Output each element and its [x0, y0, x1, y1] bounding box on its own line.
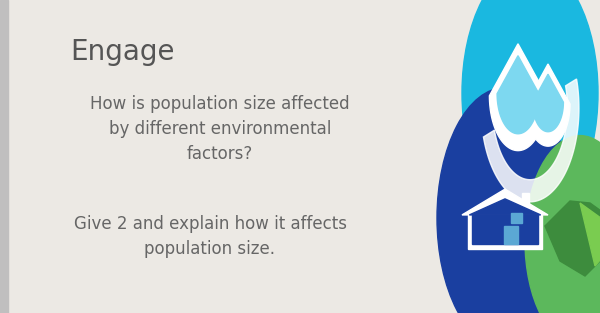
Ellipse shape	[437, 88, 573, 313]
Polygon shape	[472, 215, 538, 244]
Ellipse shape	[462, 0, 598, 223]
Ellipse shape	[525, 136, 600, 313]
Polygon shape	[580, 203, 600, 266]
Polygon shape	[533, 74, 563, 132]
Text: Engage: Engage	[70, 38, 175, 66]
Polygon shape	[497, 56, 539, 134]
Polygon shape	[511, 213, 522, 223]
Polygon shape	[526, 64, 570, 146]
Polygon shape	[467, 215, 542, 249]
Polygon shape	[522, 193, 529, 207]
Polygon shape	[469, 199, 541, 215]
Text: Give 2 and explain how it affects
population size.: Give 2 and explain how it affects popula…	[74, 215, 347, 258]
Bar	[0, 0, 8, 313]
Polygon shape	[545, 201, 600, 276]
Polygon shape	[484, 79, 579, 202]
Polygon shape	[503, 226, 518, 244]
Polygon shape	[490, 44, 547, 151]
Text: How is population size affected
by different environmental
factors?: How is population size affected by diffe…	[90, 95, 350, 163]
Polygon shape	[462, 189, 548, 215]
